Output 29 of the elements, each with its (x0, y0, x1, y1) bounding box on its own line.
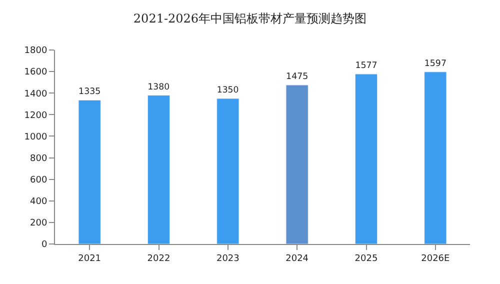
chart-title: 2021-2026年中国铝板带材产量预测趋势图 (133, 12, 367, 26)
y-tick-label: 1000 (24, 132, 48, 142)
x-tick-label: 2023 (216, 254, 240, 264)
y-tick-label: 0 (41, 240, 48, 250)
x-tick-label: 2021 (78, 254, 102, 264)
y-tick-label: 200 (30, 218, 48, 229)
y-tick-label: 1800 (24, 46, 48, 56)
y-tick-label: 1200 (24, 110, 48, 121)
data-label: 1597 (424, 58, 446, 69)
data-label: 1350 (216, 86, 239, 96)
y-tick-label: 1600 (24, 68, 48, 78)
data-label: 1335 (78, 87, 101, 98)
x-tick-label: 2026E (421, 254, 450, 264)
bar (286, 84, 308, 244)
data-label: 1380 (148, 82, 170, 92)
x-tick-label: 2024 (286, 254, 309, 264)
bar (147, 95, 170, 244)
y-tick-label: 1400 (24, 89, 48, 100)
bar (216, 98, 240, 244)
x-tick-label: 2022 (147, 254, 170, 264)
y-tick-label: 800 (30, 154, 48, 164)
y-tick-label: 400 (30, 197, 48, 208)
bar (78, 100, 101, 244)
bar (424, 72, 447, 244)
bar (354, 74, 378, 244)
y-tick-label: 600 (30, 175, 48, 186)
data-label: 1475 (286, 72, 308, 82)
x-tick-label: 2025 (354, 254, 378, 264)
data-label: 1577 (355, 61, 378, 72)
